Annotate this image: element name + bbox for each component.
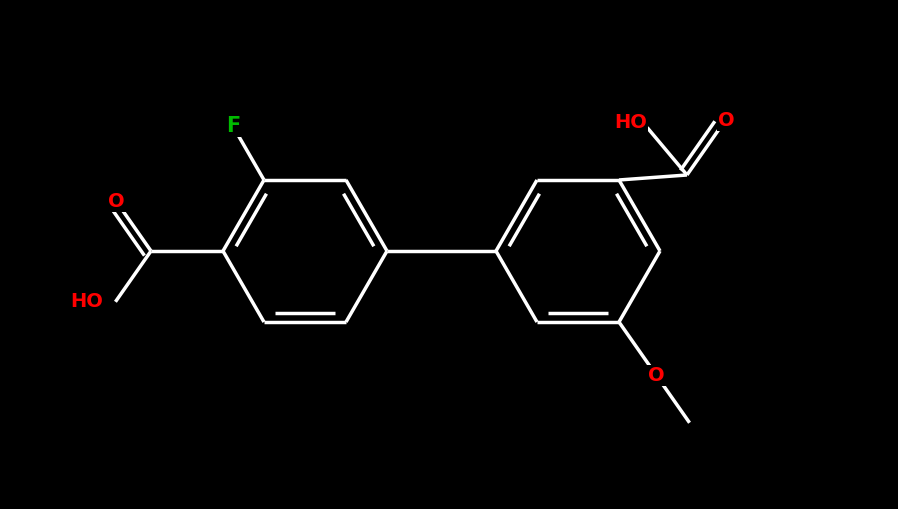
- Text: F: F: [226, 116, 240, 136]
- Text: HO: HO: [71, 292, 103, 312]
- Text: O: O: [109, 192, 125, 211]
- Text: O: O: [648, 366, 665, 385]
- Text: HO: HO: [614, 113, 647, 132]
- Text: O: O: [718, 111, 735, 130]
